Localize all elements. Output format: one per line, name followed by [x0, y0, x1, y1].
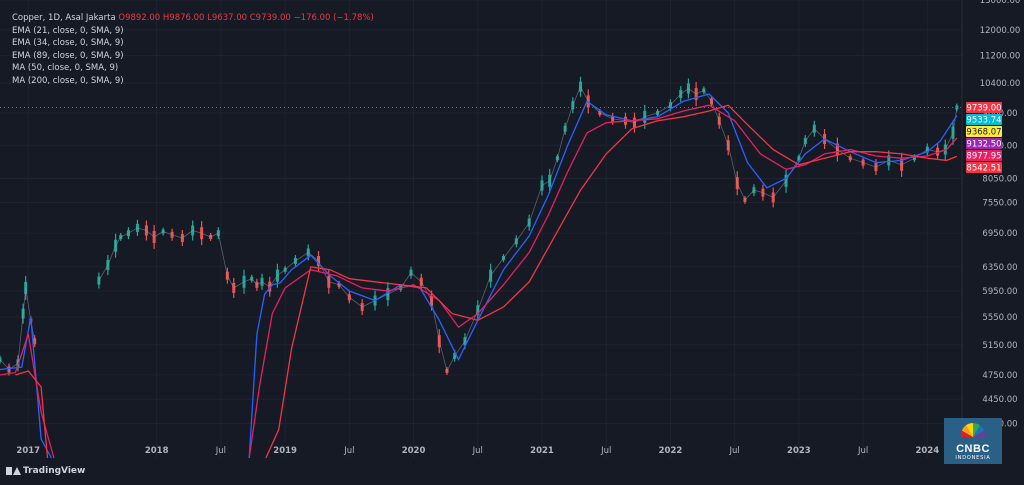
x-tick-label: 2023	[787, 446, 811, 456]
ma200-line	[265, 104, 958, 459]
y-tick-label: 4750.00	[982, 371, 1017, 381]
price-label-box	[966, 102, 1002, 114]
price-labels: 9739.00 9533.74 9368.07 9132.50 8977.95 8542.…	[966, 102, 1002, 174]
y-tick-label: 4450.00	[982, 395, 1017, 405]
y-tick-label: 6350.00	[982, 263, 1017, 273]
price-label-text: 9739.00	[966, 104, 1001, 114]
legend-ema21[interactable]: EMA (21, close, 0, SMA, 9)	[12, 25, 124, 36]
legend-symbol-row: Copper, 1D, Asal Jakarta O9892.00 H9876.…	[12, 12, 374, 25]
y-axis-panel	[962, 0, 1024, 485]
price-label-text: 8977.95	[966, 152, 1001, 162]
price-label-text: 9132.50	[966, 140, 1001, 150]
price-label-box	[966, 138, 1002, 150]
legend-symbol: Copper, 1D, Asal Jakarta	[12, 13, 116, 23]
ema89-line	[248, 104, 958, 459]
y-tick-label: 8050.00	[982, 174, 1017, 184]
price-label-box	[966, 150, 1002, 162]
x-tick-label: Jul	[857, 446, 868, 456]
y-axis: 4170.004450.004750.005150.005550.005950.…	[961, 0, 1024, 485]
price-label-text: 9368.07	[966, 128, 1001, 138]
x-tick-label: Jul	[729, 446, 740, 456]
y-tick-label: 6950.00	[982, 229, 1017, 239]
ma200-line	[15, 370, 49, 459]
ema21-line	[248, 93, 958, 459]
cnbc-logo: CNBC INDONESIA	[944, 418, 1002, 464]
price-label-text: 9533.74	[966, 116, 1001, 126]
cnbc-logo-sub: INDONESIA	[955, 455, 991, 461]
y-tick-label: 9600.00	[982, 109, 1017, 119]
x-tick-label: Jul	[472, 446, 483, 456]
legend-ma50[interactable]: MA (50, close, 0, SMA, 9)	[12, 63, 119, 73]
y-tick-label: 10400.00	[980, 79, 1021, 89]
tradingview-logo[interactable]: TradingView	[6, 466, 85, 476]
chart-legend: Copper, 1D, Asal Jakarta O9892.00 H9876.…	[12, 12, 374, 87]
price-path-segment	[98, 85, 958, 373]
price-candle-body	[0, 357, 2, 362]
price-label-box	[966, 114, 1002, 126]
y-tick-label: 12000.00	[980, 26, 1021, 36]
x-tick-label: 2017	[16, 446, 40, 456]
legend-ema34[interactable]: EMA (34, close, 0, SMA, 9)	[12, 38, 124, 48]
cnbc-logo-text: CNBC	[956, 443, 990, 455]
x-tick-label: 2020	[402, 446, 426, 456]
price-label-box	[966, 126, 1002, 138]
x-tick-label: 2022	[659, 446, 683, 456]
y-tick-label: 13000.00	[980, 0, 1021, 6]
price-label-box	[966, 162, 1002, 174]
legend-ma200[interactable]: MA (200, close, 0, SMA, 9)	[12, 75, 124, 86]
legend-ohlc: O9892.00 H9876.00 L9637.00 C9739.00 −176…	[118, 13, 374, 23]
x-tick-label: 2018	[145, 446, 169, 456]
peacock-icon	[961, 423, 985, 437]
x-axis: 2017 2018 Jul 2019 Jul 2020 Jul 2021 Jul 2022 Jul 2…	[16, 446, 939, 456]
y-tick-label: 5950.00	[982, 287, 1017, 297]
price-candle-body	[97, 276, 101, 285]
y-tick-label: 5150.00	[982, 341, 1017, 351]
price-label-text: 8542.51	[966, 164, 1001, 174]
x-tick-label: Jul	[343, 446, 354, 456]
y-tick-label: 5550.00	[982, 313, 1017, 323]
tradingview-icon	[6, 467, 21, 475]
x-tick-label: Jul	[600, 446, 611, 456]
y-tick-label: 11200.00	[980, 51, 1021, 61]
tradingview-label: TradingView	[23, 466, 86, 476]
x-tick-label: 2024	[915, 446, 939, 456]
ema21-line	[0, 316, 52, 459]
x-tick-label: Jul	[215, 446, 226, 456]
x-tick-label: 2019	[273, 446, 297, 456]
legend-ema89[interactable]: EMA (89, close, 0, SMA, 9)	[12, 50, 124, 61]
series-layer	[0, 76, 959, 459]
y-tick-label: 7550.00	[982, 198, 1017, 208]
x-tick-label: 2021	[530, 446, 554, 456]
